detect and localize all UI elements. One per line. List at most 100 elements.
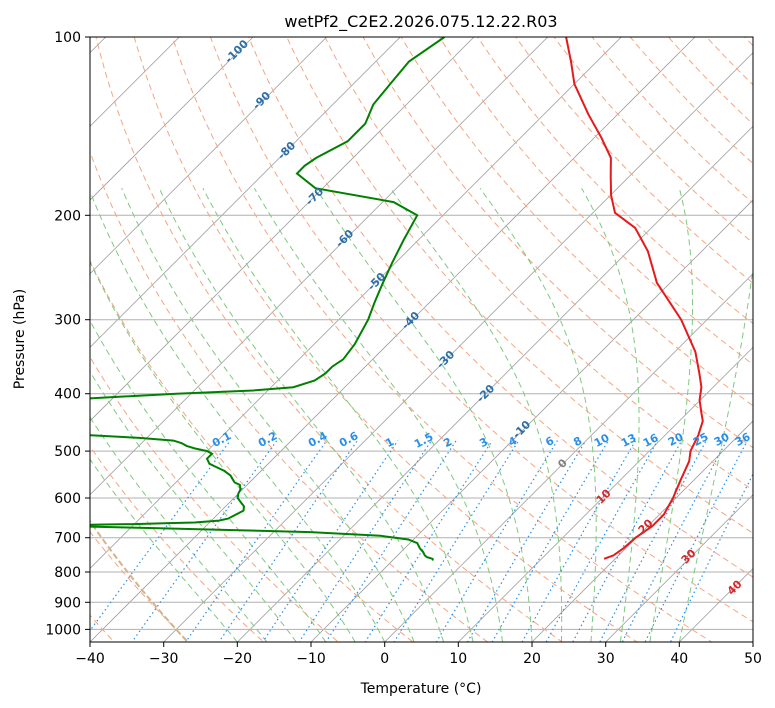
y-tick-label: 600 [54, 491, 81, 507]
x-tick-label: 20 [523, 651, 541, 667]
isotherm-line [90, 37, 696, 642]
chart-title: wetPf2_C2E2.2026.075.12.22.R03 [284, 12, 557, 32]
moist-adiabat-line [202, 187, 474, 642]
isotherm-line [163, 52, 753, 642]
dry-adiabat-line [133, 37, 638, 642]
mixing-ratio-line [621, 440, 728, 642]
bounding-adiabat-line [90, 519, 190, 642]
moist-adiabat-line [581, 187, 640, 642]
x-tick-label: −40 [75, 651, 105, 667]
mixing-ratio-lines [90, 440, 753, 642]
x-tick-label: −30 [149, 651, 179, 667]
dry-adiabat-line [362, 37, 753, 449]
y-tick-label: 500 [54, 444, 81, 460]
x-tick-label: 10 [449, 651, 467, 667]
mixing-ratio-line [364, 440, 493, 642]
mixing-ratio-line [644, 440, 748, 642]
dry-adiabat-line [90, 150, 489, 642]
mixing-ratio-label: 16 [641, 431, 661, 450]
temperature-profile-line [565, 37, 704, 560]
moist-adiabat-line [390, 187, 563, 642]
mixing-ratio-line [572, 440, 683, 642]
mixing-ratio-line [185, 440, 328, 642]
moist-adiabat-line [90, 189, 386, 642]
moist-adiabat-line [90, 458, 238, 642]
dewpoint-profile-line [90, 37, 446, 561]
mixing-ratio-label: 13 [619, 431, 639, 450]
dry-adiabat-line [629, 37, 753, 165]
mixing-ratio-line [669, 472, 753, 642]
mixing-ratio-line [325, 440, 457, 642]
dry-adiabat-lines [90, 37, 753, 642]
x-tick-label: 50 [744, 651, 762, 667]
isotherm-line [384, 273, 753, 642]
y-tick-label: 700 [54, 531, 81, 547]
moist-adiabat-line [90, 260, 356, 642]
dry-adiabat-line [90, 259, 414, 642]
dry-adiabat-line [324, 37, 753, 491]
mixing-ratio-line [435, 440, 558, 642]
isotherm-line [457, 346, 753, 642]
x-tick-label: 30 [597, 651, 615, 667]
x-tick-label: −20 [223, 651, 253, 667]
x-axis-label: Temperature (°C) [360, 681, 482, 697]
moist-adiabat-lines [90, 187, 753, 642]
y-tick-label: 300 [54, 313, 81, 329]
y-tick-label: 200 [54, 208, 81, 224]
moist-adiabat-line [158, 187, 445, 642]
isotherm-line [605, 494, 753, 642]
y-tick-label: 100 [54, 30, 81, 46]
dry-adiabat-line [438, 37, 753, 365]
profile-series [90, 37, 704, 561]
isotherm-line [90, 37, 475, 422]
mixing-ratio-label: 25 [691, 430, 711, 449]
x-tick-label: 40 [670, 651, 688, 667]
axis-ticks: −40 −30 −20 −10 0 10 20 30 40 50 1000 900 800 700 600 5… [45, 30, 762, 667]
dry-adiabat-line [248, 37, 753, 578]
dry-adiabat-line [171, 37, 713, 642]
mixing-ratio-label: 10 [592, 431, 612, 450]
isotherm-line [310, 199, 753, 642]
moist-adiabat-line [678, 264, 753, 642]
isotherm-lines [90, 37, 753, 642]
y-axis-label: Pressure (hPa) [12, 289, 28, 389]
plot-area: -100-90-80-70-60-50-40-30-20-100.1 0.2 0.4… [90, 37, 753, 642]
dry-adiabat-line [400, 37, 753, 407]
moist-adiabat-line [253, 187, 503, 642]
moist-adiabat-line [121, 188, 415, 642]
moist-adiabat-line [649, 188, 693, 642]
pressure-gridlines [90, 37, 753, 630]
dry-adiabat-line [90, 445, 265, 642]
moist-adiabat-line [479, 187, 597, 642]
y-tick-label: 1000 [45, 622, 81, 638]
mixing-ratio-line [131, 440, 278, 642]
isotherm-line [90, 37, 328, 275]
mixing-ratio-line [393, 440, 520, 642]
y-tick-label: 800 [54, 565, 81, 581]
isotherm-line [90, 37, 549, 496]
mixing-ratio-line [298, 440, 432, 642]
isotherm-line [236, 125, 753, 642]
mixing-ratio-label: 30 [712, 430, 732, 449]
isotherm-line [90, 37, 254, 201]
dry-adiabat-line [90, 531, 190, 642]
mixing-ratio-line [90, 440, 231, 632]
dry-adiabat-line [286, 37, 753, 534]
y-tick-label: 900 [54, 595, 81, 611]
mixing-ratio-label: 36 [733, 430, 753, 449]
y-tick-label: 400 [54, 387, 81, 403]
moist-adiabat-line [315, 187, 533, 642]
moist-adiabat-line [90, 319, 327, 642]
mixing-ratio-label: 20 [666, 430, 686, 449]
mixing-ratio-line [599, 440, 707, 642]
dry-adiabat-line [95, 37, 564, 642]
x-tick-label: −10 [296, 651, 326, 667]
x-tick-label: 0 [380, 651, 389, 667]
isotherm-line [90, 37, 401, 348]
isotherm-line [531, 420, 753, 642]
dry-adiabat-line [477, 37, 753, 325]
plot-frame [89, 36, 754, 643]
mixing-ratio-line [545, 440, 659, 642]
